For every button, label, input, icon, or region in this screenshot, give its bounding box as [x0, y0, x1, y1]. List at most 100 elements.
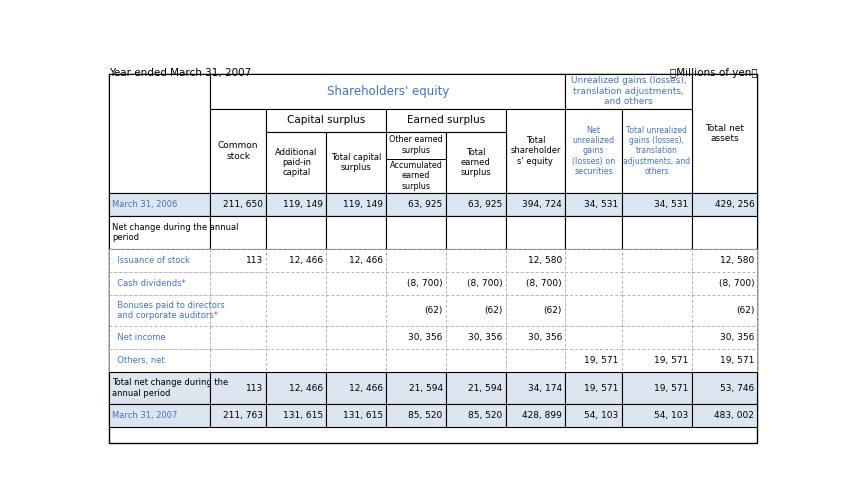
Text: 19, 571: 19, 571	[653, 384, 688, 392]
Text: 113: 113	[246, 384, 262, 392]
Bar	[210, 216, 266, 248]
Text: (62): (62)	[484, 306, 502, 315]
Bar	[565, 349, 621, 372]
Text: 54, 103: 54, 103	[584, 411, 618, 420]
Bar	[109, 74, 210, 193]
Bar	[565, 326, 621, 349]
Bar	[210, 108, 266, 193]
Text: (62): (62)	[735, 306, 754, 315]
Bar	[109, 372, 210, 404]
Bar	[446, 349, 505, 372]
Bar	[621, 272, 690, 295]
Bar	[326, 132, 386, 193]
Bar	[505, 326, 565, 349]
Bar	[266, 216, 326, 248]
Text: 12, 466: 12, 466	[289, 384, 323, 392]
Bar	[621, 404, 690, 427]
Bar	[446, 193, 505, 216]
Bar	[505, 108, 565, 193]
Text: Cash dividends*: Cash dividends*	[111, 279, 186, 288]
Bar	[690, 74, 756, 193]
Text: Capital surplus: Capital surplus	[287, 115, 365, 125]
Bar	[505, 349, 565, 372]
Text: Earned surplus: Earned surplus	[406, 115, 484, 125]
Bar	[210, 295, 266, 326]
Bar	[446, 132, 505, 193]
Bar	[690, 372, 756, 404]
Text: Unrealized gains (losses),
translation adjustments,
and others: Unrealized gains (losses), translation a…	[570, 76, 685, 106]
Text: (62): (62)	[543, 306, 561, 315]
Bar	[446, 248, 505, 272]
Bar	[386, 248, 446, 272]
Text: Common
stock: Common stock	[218, 141, 258, 161]
Bar	[386, 404, 446, 427]
Text: Total
shareholder
s' equity: Total shareholder s' equity	[510, 136, 560, 166]
Bar	[446, 404, 505, 427]
Bar	[326, 404, 386, 427]
Bar	[210, 404, 266, 427]
Bar	[210, 326, 266, 349]
Text: 12, 580: 12, 580	[528, 256, 561, 264]
Bar	[690, 216, 756, 248]
Bar	[505, 272, 565, 295]
Text: 19, 571: 19, 571	[583, 356, 618, 365]
Bar	[505, 248, 565, 272]
Bar	[326, 248, 386, 272]
Text: 211, 763: 211, 763	[223, 411, 262, 420]
Bar	[326, 349, 386, 372]
Bar	[109, 193, 210, 216]
Text: 394, 724: 394, 724	[522, 200, 561, 209]
Text: 34, 174: 34, 174	[528, 384, 561, 392]
Text: Total capital
surplus: Total capital surplus	[331, 152, 381, 172]
Bar	[505, 216, 565, 248]
Bar	[565, 74, 690, 108]
Bar	[621, 372, 690, 404]
Bar	[565, 108, 621, 193]
Bar	[210, 248, 266, 272]
Text: 428, 899: 428, 899	[522, 411, 561, 420]
Text: (8, 700): (8, 700)	[466, 279, 502, 288]
Text: 30, 356: 30, 356	[468, 332, 502, 342]
Bar	[109, 326, 210, 349]
Bar	[109, 349, 210, 372]
Bar	[565, 404, 621, 427]
Text: Bonuses paid to directors
  and corporate auditors*: Bonuses paid to directors and corporate …	[111, 300, 225, 320]
Bar	[690, 404, 756, 427]
Bar	[266, 132, 326, 193]
Bar	[690, 193, 756, 216]
Text: Total
earned
surplus: Total earned surplus	[460, 148, 490, 178]
Bar	[446, 326, 505, 349]
Text: 483, 002: 483, 002	[713, 411, 754, 420]
Bar	[505, 404, 565, 427]
Bar	[565, 248, 621, 272]
Bar	[210, 193, 266, 216]
Text: 63, 925: 63, 925	[408, 200, 442, 209]
Text: 131, 615: 131, 615	[343, 411, 382, 420]
Bar	[326, 372, 386, 404]
Bar	[210, 272, 266, 295]
Bar	[386, 108, 505, 132]
Text: 19, 571: 19, 571	[719, 356, 754, 365]
Bar	[386, 372, 446, 404]
Text: 131, 615: 131, 615	[283, 411, 323, 420]
Text: 119, 149: 119, 149	[343, 200, 382, 209]
Text: 12, 466: 12, 466	[289, 256, 323, 264]
Bar	[565, 272, 621, 295]
Bar	[266, 295, 326, 326]
Text: Issuance of stock: Issuance of stock	[111, 256, 189, 264]
Bar	[621, 193, 690, 216]
Text: 12, 466: 12, 466	[349, 384, 382, 392]
Bar	[109, 295, 210, 326]
Bar	[266, 248, 326, 272]
Bar	[266, 108, 386, 132]
Text: Others, net: Others, net	[111, 356, 165, 365]
Bar	[446, 295, 505, 326]
Text: 34, 531: 34, 531	[653, 200, 688, 209]
Text: Year ended March 31, 2007: Year ended March 31, 2007	[109, 68, 251, 78]
Text: （Millions of yen）: （Millions of yen）	[669, 68, 756, 78]
Bar	[446, 272, 505, 295]
Bar	[621, 108, 690, 193]
Bar	[621, 216, 690, 248]
Bar	[210, 74, 565, 108]
Bar	[266, 372, 326, 404]
